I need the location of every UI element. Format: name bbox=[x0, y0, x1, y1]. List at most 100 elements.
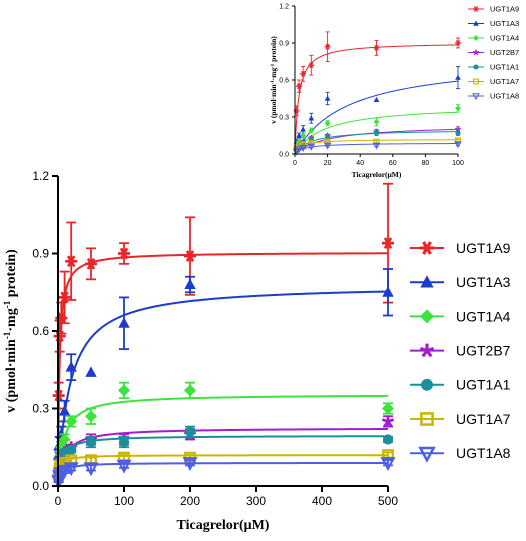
legend-label: UGT1A1 bbox=[490, 63, 519, 72]
data-point bbox=[373, 96, 380, 102]
legend-item-ugt1a9: UGT1A9 bbox=[468, 5, 519, 14]
data-point bbox=[85, 410, 97, 423]
fit-curve bbox=[57, 252, 389, 487]
data-point bbox=[324, 95, 331, 101]
legend-marker bbox=[472, 93, 480, 101]
fit-curve bbox=[57, 290, 389, 487]
data-point bbox=[299, 145, 307, 152]
legend-label: UGT1A8 bbox=[456, 445, 511, 461]
fit-curve bbox=[57, 394, 389, 487]
x-tick-label: 40 bbox=[356, 160, 364, 167]
data-point bbox=[372, 142, 381, 150]
legend-item-ugt1a9: UGT1A9 bbox=[410, 240, 511, 256]
x-tick-label: 500 bbox=[378, 494, 398, 508]
legend-marker bbox=[420, 241, 434, 255]
error-bar bbox=[66, 464, 77, 472]
data-point bbox=[65, 255, 78, 268]
legend-label: UGT1A4 bbox=[490, 34, 519, 43]
series-ugt1a7 bbox=[52, 449, 394, 487]
y-tick-label: 0.3 bbox=[279, 114, 289, 121]
legend-marker bbox=[421, 378, 433, 391]
legend-marker bbox=[473, 78, 479, 85]
legend: UGT1A9 UGT1A3 UGT1A4 UGT2B7 UGT1A1 UGT1A7 UGT1… bbox=[410, 240, 511, 463]
data-point bbox=[118, 436, 130, 448]
y-tick-label: 0.0 bbox=[279, 151, 289, 158]
legend-marker bbox=[472, 49, 480, 56]
y-tick-label: 0.3 bbox=[32, 402, 49, 416]
y-tick-label: 0.6 bbox=[32, 324, 49, 338]
legend-label: UGT1A4 bbox=[456, 308, 511, 324]
data-point bbox=[184, 250, 196, 262]
fit-curve bbox=[57, 435, 389, 487]
main-chart: 0 100 200 300 400 500 0.0 0.3 0.6 0.9 1.2 Ticagrelo… bbox=[2, 169, 511, 533]
legend-marker bbox=[420, 275, 434, 288]
data-point bbox=[118, 384, 130, 397]
y-tick-label: 0.0 bbox=[32, 479, 49, 493]
x-axis-title: Ticagrelor(μM) bbox=[352, 170, 402, 179]
data-point bbox=[118, 317, 130, 328]
data-point bbox=[118, 247, 130, 260]
legend-item-ugt1a7: UGT1A7 bbox=[468, 77, 519, 86]
x-tick-label: 100 bbox=[114, 494, 134, 508]
data-point bbox=[454, 141, 462, 149]
legend-marker bbox=[473, 64, 479, 70]
x-tick-label: 0 bbox=[55, 494, 62, 508]
legend-item-ugt1a7: UGT1A7 bbox=[410, 411, 511, 427]
legend-marker bbox=[419, 343, 435, 358]
series-ugt1a3 bbox=[52, 268, 394, 487]
data-point bbox=[65, 361, 77, 372]
data-point bbox=[382, 402, 394, 415]
data-point bbox=[58, 433, 71, 446]
error-bar bbox=[119, 454, 129, 462]
legend-label: UGT2B7 bbox=[490, 48, 519, 57]
data-point bbox=[300, 70, 307, 77]
y-tick-label: 1.2 bbox=[279, 3, 289, 10]
series-ugt1a8 bbox=[51, 457, 396, 490]
legend-item-ugt2b7: UGT2B7 bbox=[468, 48, 519, 57]
data-point bbox=[184, 278, 196, 289]
error-bar bbox=[86, 456, 96, 464]
legend-marker bbox=[473, 35, 479, 41]
legend: UGT1A9 UGT1A3 UGT1A4 UGT2B7 UGT1A1 UGT1A7 UGT1… bbox=[468, 5, 519, 101]
data-point bbox=[381, 415, 395, 428]
data-point bbox=[66, 444, 77, 455]
data-point bbox=[308, 115, 315, 121]
data-point bbox=[324, 120, 331, 127]
data-point bbox=[65, 415, 78, 428]
x-tick-label: 100 bbox=[452, 160, 464, 167]
data-point bbox=[184, 426, 196, 437]
inset-chart: 0 20 40 60 80 100 0.0 0.3 0.6 0.9 1.2 Ticagrelor(μM… bbox=[269, 3, 519, 179]
axes: 0 20 40 60 80 100 0.0 0.3 0.6 0.9 1.2 bbox=[279, 3, 464, 167]
data-point bbox=[85, 436, 97, 448]
y-tick-label: 0.6 bbox=[279, 77, 289, 84]
y-axis-title: v (pmol·min-1·mg-1 protein) bbox=[2, 249, 19, 413]
fit-curve bbox=[57, 461, 388, 487]
data-point bbox=[295, 146, 303, 154]
x-tick-label: 20 bbox=[324, 160, 332, 167]
legend-marker bbox=[420, 412, 434, 426]
legend-marker bbox=[473, 20, 479, 26]
legend-item-ugt1a4: UGT1A4 bbox=[410, 308, 511, 324]
fit-curve bbox=[57, 454, 389, 487]
legend-label: UGT2B7 bbox=[456, 343, 511, 359]
data-point bbox=[300, 141, 307, 148]
legend-item-ugt2b7: UGT2B7 bbox=[410, 343, 511, 359]
legend-label: UGT1A3 bbox=[456, 274, 511, 290]
legend-item-ugt1a3: UGT1A3 bbox=[468, 19, 519, 28]
y-tick-label: 0.9 bbox=[32, 247, 49, 261]
data-point bbox=[307, 143, 316, 151]
x-tick-label: 200 bbox=[180, 494, 200, 508]
legend-marker bbox=[473, 6, 479, 12]
data-point bbox=[58, 405, 71, 416]
data-point bbox=[116, 459, 132, 474]
data-point bbox=[455, 130, 461, 136]
data-point bbox=[373, 118, 380, 125]
axes: 0 100 200 300 400 500 0.0 0.3 0.6 0.9 1.2 bbox=[32, 169, 398, 508]
data-point bbox=[380, 457, 396, 472]
series-ugt1a9 bbox=[293, 31, 461, 154]
data-point bbox=[85, 257, 97, 270]
x-tick-label: 60 bbox=[389, 160, 397, 167]
data-point bbox=[382, 286, 394, 297]
data-point bbox=[300, 126, 306, 132]
